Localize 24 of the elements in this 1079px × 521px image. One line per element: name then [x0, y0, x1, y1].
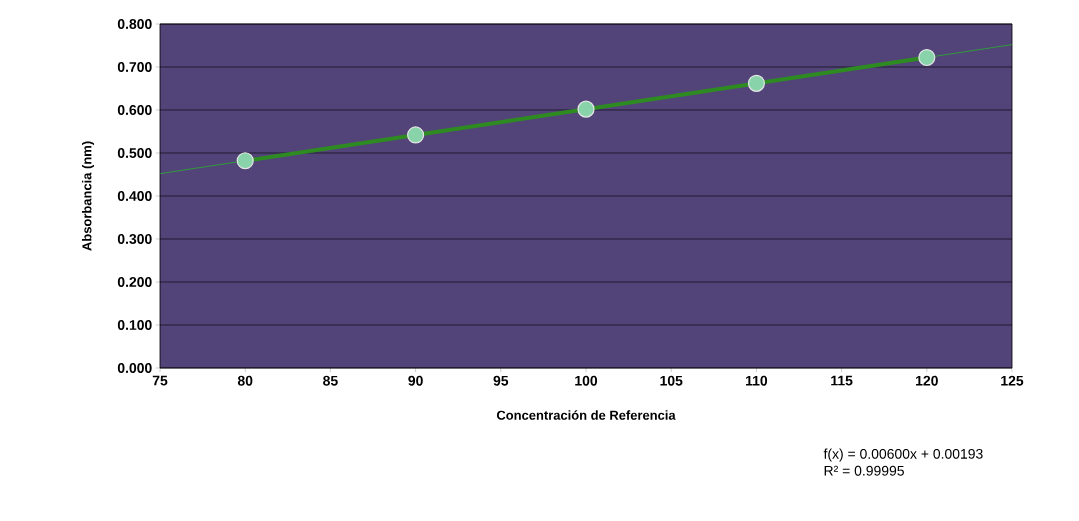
y-axis-title: Absorbancia (nm) [81, 141, 95, 251]
x-tick-label: 75 [152, 375, 168, 386]
y-tick-label: 0.100 [117, 320, 152, 330]
text: f(x) = 0.00600x + 0.00193 [823, 448, 983, 462]
x-tick-label: 80 [237, 375, 253, 386]
x-tick-label: 105 [660, 375, 683, 386]
x-tick-label: 100 [575, 375, 598, 386]
y-tick-label: 0.800 [117, 19, 152, 29]
x-tick-label: 110 [746, 375, 768, 386]
x-tick-label: 90 [408, 375, 423, 386]
x-tick-label: 120 [916, 375, 938, 386]
x-tick-label: 85 [323, 375, 338, 386]
text: R² = 0.99995 [824, 465, 904, 476]
y-tick-label: 0.600 [117, 105, 152, 115]
y-tick-label: 0.700 [117, 62, 152, 72]
x-tick-label: 115 [831, 375, 853, 386]
y-tick-label: 0.300 [117, 234, 152, 244]
y-tick-label: 0.500 [117, 148, 152, 158]
y-tick-label: 0.000 [117, 363, 152, 373]
y-tick-label: 0.400 [117, 191, 152, 201]
x-tick-label: 95 [493, 375, 509, 386]
x-axis-title: Concentración de Referencia [496, 410, 676, 420]
y-tick-label: 0.200 [117, 277, 152, 287]
x-tick-label: 125 [1001, 375, 1024, 386]
